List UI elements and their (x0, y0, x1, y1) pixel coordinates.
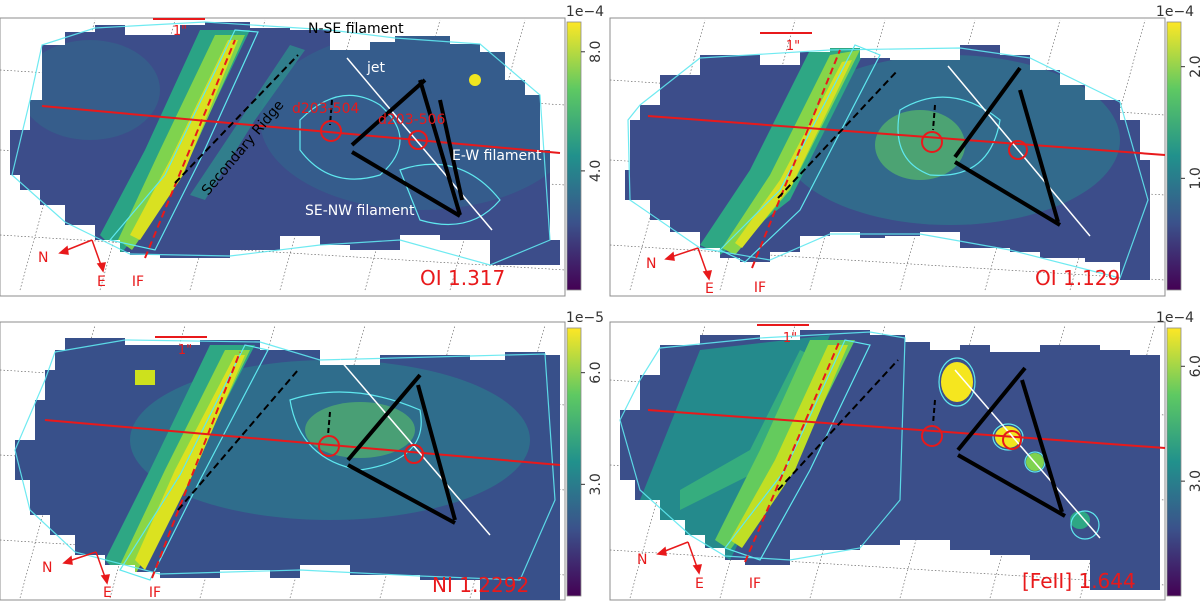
colorbar-scale-label: 1e−4 (1156, 310, 1194, 326)
secondary-ridge-line (777, 69, 899, 199)
emission-map (625, 45, 1150, 280)
colorbar-scale-label: 1e−4 (1156, 4, 1194, 20)
filaments (350, 78, 464, 218)
jet-line (339, 359, 491, 536)
guide-line-red (41, 105, 561, 154)
colorbar-gradient (566, 327, 582, 597)
panel-feii-1644: 1" N E IF [FeII] 1.644 1e−4 3.0 6.0 (609, 310, 1200, 601)
annotation-jet: jet (366, 60, 386, 76)
contours (11, 21, 551, 266)
annotation-n-se-filament: N-SE filament (308, 21, 404, 37)
guide-line-red (44, 419, 561, 466)
colorbar: 1e−4 3.0 6.0 (1156, 310, 1200, 597)
colorbar-tick-label: 2.0 (1188, 56, 1200, 78)
filaments (956, 366, 1066, 518)
if-dashed-line (744, 339, 841, 563)
colorbar-scale-label: 1e−4 (566, 4, 604, 20)
d203-506-marker (1008, 140, 1028, 160)
line-label: OI 1.129 (1035, 266, 1120, 290)
scale-bar-label: 1" (783, 331, 797, 346)
line-label: [FeII] 1.644 (1022, 569, 1136, 593)
if-label: IF (149, 585, 161, 601)
scale-bar-label: 1" (173, 24, 187, 39)
d203-504-marker (318, 435, 340, 457)
nse-dash (932, 104, 936, 131)
colorbar-tick-label: 8.0 (588, 41, 604, 63)
d203-504-marker (320, 120, 342, 142)
secondary-ridge-line (777, 359, 899, 491)
jet-line (346, 57, 493, 231)
emission-map (10, 22, 560, 265)
d203-504-marker (921, 131, 943, 153)
compass-north-label: N (42, 560, 52, 576)
if-dashed-line (751, 49, 841, 269)
if-label: IF (132, 274, 144, 290)
compass (62, 551, 110, 585)
panel-oi-1317: 1" N-SE filament jet Secondary Ridge d20… (0, 4, 604, 297)
secondary-ridge-line (174, 54, 299, 184)
colorbar-tick-label: 6.0 (588, 362, 604, 384)
contours (14, 339, 556, 581)
colorbar-tick-label: 3.0 (1188, 470, 1200, 492)
colorbar: 1e−4 4.0 8.0 (566, 4, 604, 291)
guide-line-red (647, 409, 1166, 449)
colorbar-scale-label: 1e−5 (566, 310, 604, 326)
emission-map (15, 338, 560, 600)
annotation-se-nw-filament: SE-NW filament (305, 203, 415, 219)
d203-506-marker (408, 130, 428, 150)
line-label: NI 1.2292 (432, 573, 529, 597)
if-label: IF (754, 280, 766, 296)
filaments (953, 66, 1062, 227)
panel-oi-1129: 1" N E IF OI 1.129 1e−4 1.0 2.0 (609, 4, 1200, 297)
if-dashed-line (151, 351, 241, 579)
compass-east-label: E (695, 576, 704, 592)
line-label: OI 1.317 (420, 266, 505, 290)
if-dashed-line (144, 39, 236, 259)
d203-506-marker (1002, 430, 1022, 450)
d203-504-marker (921, 425, 943, 447)
colorbar-gradient (566, 21, 582, 291)
secondary-ridge-line (177, 369, 299, 511)
compass-east-label: E (705, 281, 714, 297)
guide-line-red (647, 115, 1166, 156)
colorbar-tick-label: 4.0 (588, 160, 604, 182)
colorbar: 1e−5 3.0 6.0 (566, 310, 604, 597)
compass-east-label: E (103, 585, 112, 601)
colorbar-tick-label: 3.0 (588, 473, 604, 495)
filaments (346, 373, 457, 525)
scale-bar-label: 1" (178, 343, 192, 358)
jet-line (947, 65, 1091, 237)
nse-dash (327, 411, 331, 436)
d203-506-marker (404, 444, 424, 464)
annotation-e-w-filament: E-W filament (452, 148, 542, 164)
scale-bar-label: 1" (786, 39, 800, 54)
jet-line (954, 369, 1101, 539)
colorbar: 1e−4 1.0 2.0 (1156, 4, 1200, 291)
compass (656, 541, 702, 575)
annotation-d203-504: d203-504 (292, 101, 359, 117)
colorbar-tick-label: 1.0 (1188, 167, 1200, 189)
if-label: IF (749, 576, 761, 592)
colorbar-gradient (1166, 327, 1182, 597)
panel-ni-12292: 1" N E IF NI 1.2292 1e−5 3.0 6.0 (0, 310, 604, 601)
compass (58, 239, 106, 273)
compass-north-label: N (637, 552, 647, 568)
compass-east-label: E (97, 274, 106, 290)
compass (664, 247, 712, 281)
compass-north-label: N (38, 250, 48, 266)
compass-north-label: N (646, 256, 656, 272)
contours (627, 44, 1149, 279)
annotation-d203-506: d203-506 (378, 112, 445, 128)
colorbar-tick-label: 6.0 (1188, 355, 1200, 377)
nse-dash (932, 399, 936, 425)
colorbar-gradient (1166, 21, 1182, 291)
